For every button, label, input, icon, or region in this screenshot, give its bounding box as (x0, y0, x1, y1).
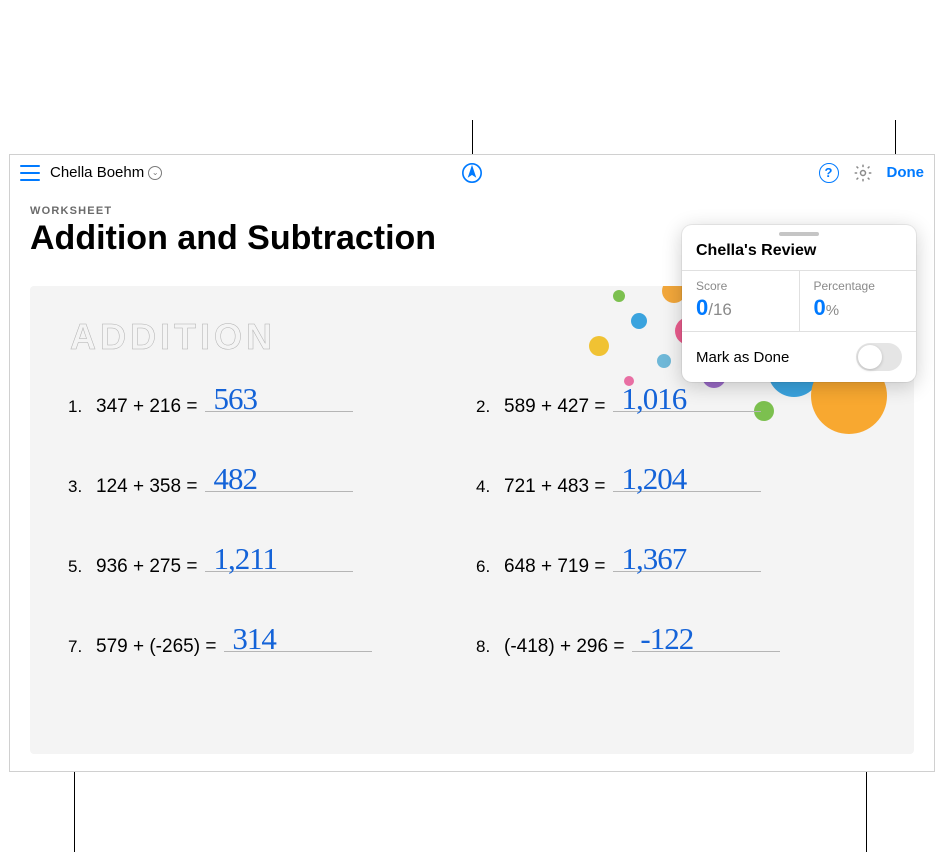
answer-line[interactable]: 482 (205, 464, 353, 492)
problem-expression: 648 + 719 = (504, 556, 605, 578)
problem-number: 8. (476, 637, 494, 657)
problem-expression: 347 + 216 = (96, 396, 197, 418)
mark-done-toggle[interactable] (856, 343, 902, 371)
handwritten-answer: -122 (640, 621, 693, 657)
problem-number: 5. (68, 557, 86, 577)
content-area: WORKSHEET Addition and Subtraction ADDIT… (10, 191, 934, 771)
callout-line-top-center (472, 120, 473, 154)
toolbar-center (461, 162, 483, 184)
toolbar-left: Chella Boehm ⌄ (20, 164, 162, 181)
problem-expression: 936 + 275 = (96, 556, 197, 578)
problem-row: 1. 347 + 216 = 563 (68, 384, 476, 418)
problem-row: 3. 124 + 358 = 482 (68, 464, 476, 498)
problem-row: 2. 589 + 427 = 1,016 (476, 384, 884, 418)
problem-row: 5. 936 + 275 = 1,211 (68, 544, 476, 578)
toolbar-right: ? Done (819, 163, 925, 183)
problem-number: 1. (68, 397, 86, 417)
percentage-box[interactable]: Percentage 0% (800, 271, 917, 331)
decoration-circle (657, 354, 671, 368)
chevron-down-icon: ⌄ (148, 166, 162, 180)
problem-expression: 579 + (-265) = (96, 636, 216, 658)
problem-row: 8. (-418) + 296 = -122 (476, 624, 884, 658)
problem-expression: (-418) + 296 = (504, 636, 624, 658)
problem-number: 7. (68, 637, 86, 657)
handwritten-answer: 1,204 (621, 461, 686, 497)
user-name: Chella Boehm (50, 164, 144, 181)
answer-line[interactable]: 1,367 (613, 544, 761, 572)
decoration-circle (589, 336, 609, 356)
problem-number: 2. (476, 397, 494, 417)
score-label: Score (696, 279, 785, 293)
decoration-circle (631, 313, 647, 329)
gear-icon[interactable] (853, 163, 873, 183)
problem-number: 4. (476, 477, 494, 497)
handwritten-answer: 1,016 (621, 381, 686, 417)
decoration-circle (613, 290, 625, 302)
review-handle[interactable] (779, 232, 819, 236)
markup-icon[interactable] (461, 162, 483, 184)
handwritten-answer: 563 (213, 381, 257, 417)
problem-number: 3. (68, 477, 86, 497)
review-stats: Score 0/16 Percentage 0% (682, 270, 916, 331)
done-button[interactable]: Done (887, 164, 925, 181)
handwritten-answer: 482 (213, 461, 257, 497)
review-panel: Chella's Review Score 0/16 Percentage 0%… (682, 225, 916, 382)
worksheet-label: WORKSHEET (30, 205, 914, 217)
handwritten-answer: 1,367 (621, 541, 686, 577)
user-selector[interactable]: Chella Boehm ⌄ (50, 164, 162, 181)
help-icon[interactable]: ? (819, 163, 839, 183)
problem-expression: 124 + 358 = (96, 476, 197, 498)
answer-line[interactable]: 563 (205, 384, 353, 412)
problem-row: 6. 648 + 719 = 1,367 (476, 544, 884, 578)
answer-line[interactable]: 1,016 (613, 384, 761, 412)
percentage-label: Percentage (814, 279, 903, 293)
problem-number: 6. (476, 557, 494, 577)
answer-line[interactable]: 1,204 (613, 464, 761, 492)
handwritten-answer: 314 (232, 621, 276, 657)
problem-expression: 721 + 483 = (504, 476, 605, 498)
problem-row: 7. 579 + (-265) = 314 (68, 624, 476, 658)
mark-done-row: Mark as Done (682, 331, 916, 382)
mark-done-label: Mark as Done (696, 349, 789, 366)
list-icon[interactable] (20, 165, 40, 181)
app-window: Chella Boehm ⌄ ? Done WORKSHEET Addition… (9, 154, 935, 772)
problem-expression: 589 + 427 = (504, 396, 605, 418)
toolbar: Chella Boehm ⌄ ? Done (10, 155, 934, 191)
answer-line[interactable]: 1,211 (205, 544, 353, 572)
score-box[interactable]: Score 0/16 (682, 271, 800, 331)
callout-line-bottom-right (866, 772, 867, 852)
callout-line-bottom-left (74, 772, 75, 852)
answer-line[interactable]: -122 (632, 624, 780, 652)
percentage-value: 0% (814, 295, 903, 321)
answer-line[interactable]: 314 (224, 624, 372, 652)
problem-row: 4. 721 + 483 = 1,204 (476, 464, 884, 498)
score-value: 0/16 (696, 295, 785, 321)
handwritten-answer: 1,211 (213, 541, 277, 577)
review-title: Chella's Review (682, 242, 916, 270)
